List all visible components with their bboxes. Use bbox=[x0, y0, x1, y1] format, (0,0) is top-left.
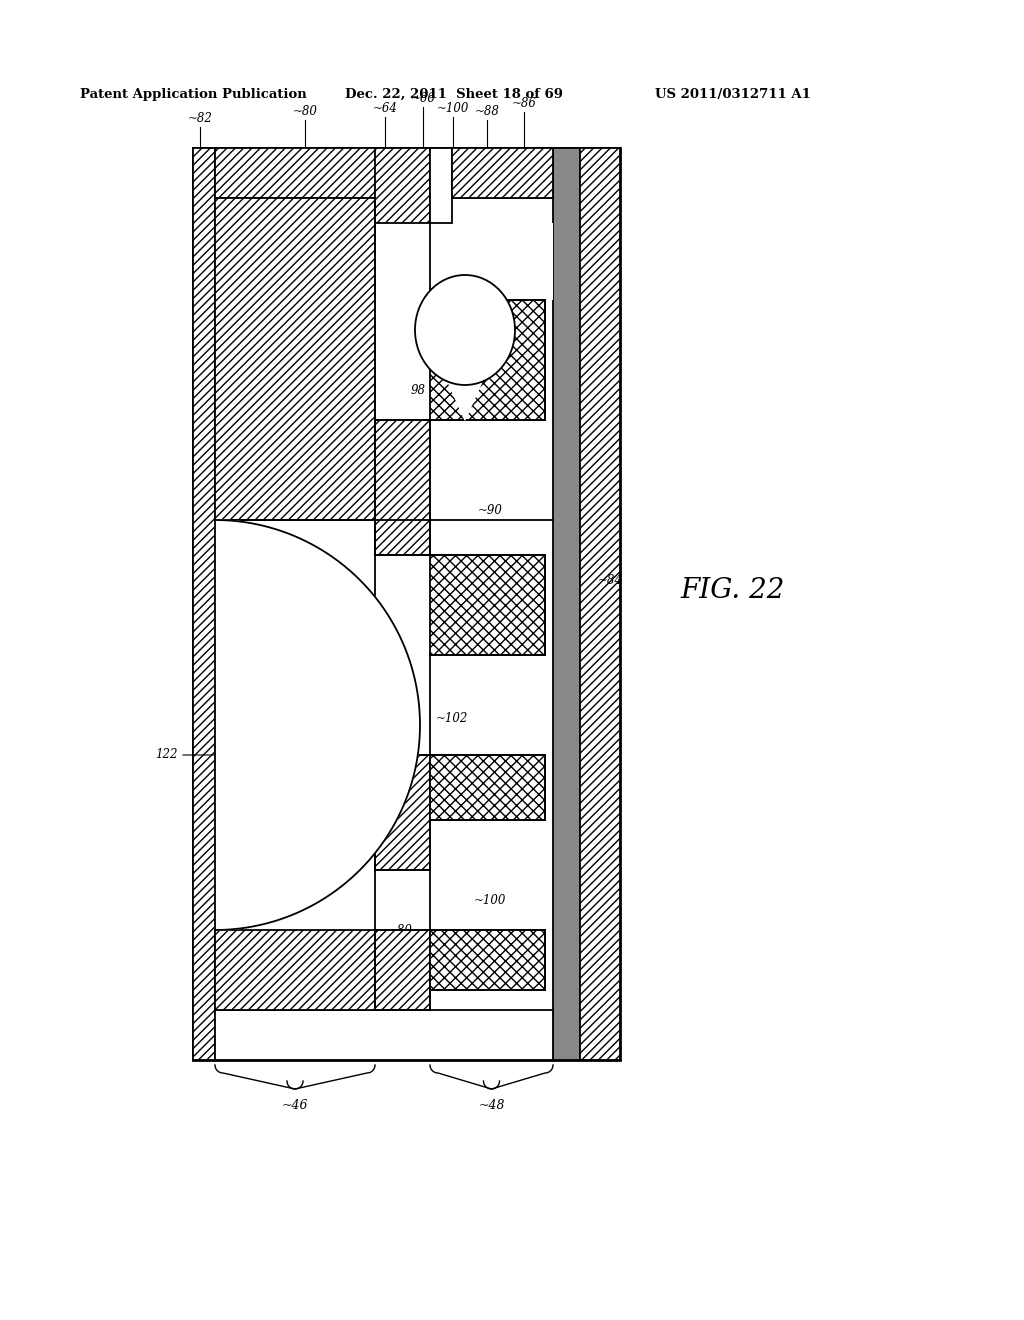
Ellipse shape bbox=[415, 275, 515, 385]
Bar bbox=[215, 931, 375, 1010]
Text: 122: 122 bbox=[156, 748, 178, 762]
Bar bbox=[215, 1010, 553, 1060]
Text: 98: 98 bbox=[411, 384, 426, 396]
Bar bbox=[215, 1010, 553, 1060]
Text: ~78: ~78 bbox=[274, 261, 299, 275]
Bar bbox=[215, 198, 375, 520]
Bar bbox=[430, 554, 545, 655]
Text: ~90: ~90 bbox=[477, 503, 503, 516]
Text: ~46: ~46 bbox=[282, 1100, 308, 1111]
Text: ~86: ~86 bbox=[512, 96, 537, 110]
Text: ~100: ~100 bbox=[474, 894, 506, 907]
Text: ~94: ~94 bbox=[288, 228, 312, 242]
Bar bbox=[193, 148, 620, 1060]
Text: ~96: ~96 bbox=[487, 329, 512, 342]
Bar bbox=[430, 148, 452, 223]
Bar bbox=[430, 931, 545, 990]
Text: ~100: ~100 bbox=[437, 102, 469, 115]
Bar bbox=[430, 755, 545, 820]
Text: ~80: ~80 bbox=[387, 483, 413, 496]
Text: ~80: ~80 bbox=[387, 924, 413, 936]
Bar bbox=[430, 300, 545, 420]
Text: ~102: ~102 bbox=[436, 711, 468, 725]
Bar bbox=[375, 420, 430, 554]
Bar bbox=[375, 931, 430, 1010]
Text: ~88: ~88 bbox=[474, 106, 500, 117]
Text: ~66: ~66 bbox=[411, 92, 435, 106]
Bar bbox=[193, 148, 215, 1060]
Bar bbox=[215, 198, 375, 520]
Bar bbox=[452, 148, 553, 198]
Text: ~82: ~82 bbox=[187, 112, 212, 125]
Text: FIG. 22: FIG. 22 bbox=[680, 577, 784, 603]
Polygon shape bbox=[445, 375, 485, 420]
Text: Dec. 22, 2011  Sheet 18 of 69: Dec. 22, 2011 Sheet 18 of 69 bbox=[345, 88, 563, 102]
Text: 120: 120 bbox=[451, 293, 473, 306]
Bar bbox=[430, 223, 553, 300]
Text: ~116: ~116 bbox=[332, 723, 365, 737]
Text: ~92: ~92 bbox=[387, 723, 413, 737]
Polygon shape bbox=[215, 520, 420, 931]
Text: ~54: ~54 bbox=[298, 763, 323, 776]
Text: ~64: ~64 bbox=[373, 102, 397, 115]
Text: Patent Application Publication: Patent Application Publication bbox=[80, 88, 307, 102]
Text: ~48: ~48 bbox=[478, 1100, 505, 1111]
Text: ~78: ~78 bbox=[253, 958, 278, 972]
Bar bbox=[375, 755, 430, 870]
Text: ~80: ~80 bbox=[293, 106, 317, 117]
Text: ~84: ~84 bbox=[598, 573, 623, 586]
Bar bbox=[375, 148, 430, 223]
Bar bbox=[215, 148, 553, 198]
Bar bbox=[580, 148, 620, 1060]
Bar bbox=[553, 148, 580, 1060]
Text: US 2011/0312711 A1: US 2011/0312711 A1 bbox=[655, 88, 811, 102]
